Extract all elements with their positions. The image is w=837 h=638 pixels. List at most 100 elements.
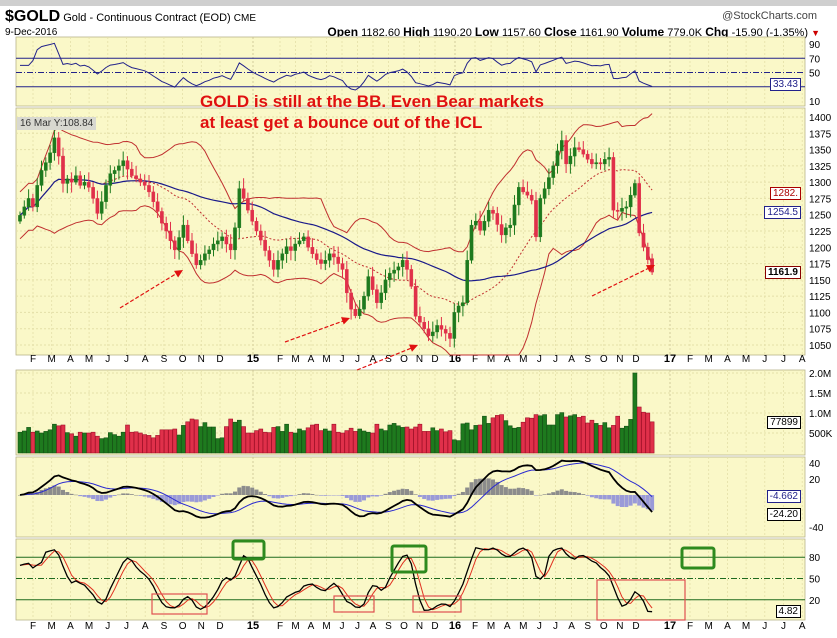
macd-histogram-bar <box>280 495 285 498</box>
x-tick-label: J <box>537 621 542 632</box>
macd-histogram-bar <box>340 495 345 496</box>
candle-body <box>620 207 624 212</box>
oversold-highlight-box <box>596 579 686 621</box>
macd-histogram-bar <box>439 495 444 500</box>
close-label: Close <box>543 25 577 39</box>
candle <box>155 193 160 218</box>
volume-bar <box>477 424 483 454</box>
candle <box>517 182 521 216</box>
candle <box>491 206 495 220</box>
candle-body <box>495 213 500 225</box>
macd-histogram-bar <box>207 495 212 499</box>
candle <box>104 179 108 209</box>
volume-bar <box>215 438 221 454</box>
overbought-highlight-box <box>231 539 266 561</box>
macd-histogram-bar <box>542 494 547 495</box>
macd-histogram-bar <box>405 489 409 495</box>
price-tick-label: 1200 <box>809 243 832 254</box>
candle-body <box>478 221 482 231</box>
down-triangle-icon: ▼ <box>811 28 820 38</box>
candle <box>542 182 547 205</box>
macd-histogram-bar <box>632 495 637 504</box>
candle-body <box>482 221 487 231</box>
candle <box>52 127 57 161</box>
macd-histogram-bar <box>190 495 194 502</box>
price-tick-label: 1350 <box>809 146 832 157</box>
macd-histogram-bar <box>310 494 315 495</box>
volume-bar <box>499 414 504 454</box>
candle-body <box>233 227 237 251</box>
volume-bar <box>318 430 324 454</box>
macd-histogram-bar <box>370 495 375 497</box>
volume-bar <box>219 437 225 454</box>
x-tick-label: 15 <box>247 620 259 632</box>
macd-histogram-bar <box>116 494 121 496</box>
x-tick-label: M <box>291 354 299 365</box>
volume-bar <box>189 418 195 454</box>
x-tick-label: O <box>179 621 187 632</box>
open-label: Open <box>327 25 359 39</box>
candle-body <box>215 240 220 245</box>
candle <box>357 300 362 319</box>
candle-body <box>615 209 620 212</box>
annotation-line-2: at least get a bounce out of the ICL <box>200 113 483 132</box>
oversold-highlight-box <box>412 595 462 613</box>
last-price-tag: 1161.9 <box>764 266 801 279</box>
candle-body <box>538 198 543 238</box>
x-tick-label: N <box>616 354 623 365</box>
macd-histogram-bar <box>607 495 612 500</box>
x-tick-label: J <box>340 621 345 632</box>
macd-histogram-bar <box>559 489 564 495</box>
candle-body <box>177 237 181 251</box>
volume-bar <box>43 431 49 454</box>
macd-histogram-bar <box>78 495 83 497</box>
macd-histogram-bar <box>237 487 242 495</box>
candle-body <box>542 188 547 199</box>
volume-bar <box>464 422 470 454</box>
macd-histogram-bar <box>104 495 108 500</box>
volume-bar <box>576 417 582 454</box>
volume-bar <box>335 431 341 454</box>
volume-bar <box>224 426 229 454</box>
candle-body <box>396 266 401 271</box>
x-tick-label: A <box>370 354 377 365</box>
volume-bar <box>271 427 277 454</box>
volume-bar <box>232 421 238 454</box>
price-tick-label: 1325 <box>809 162 832 173</box>
x-tick-label: F <box>30 354 36 365</box>
x-tick-label: A <box>799 354 806 365</box>
candle-body <box>646 247 650 260</box>
volume-bar <box>383 430 388 454</box>
macd-histogram-bar <box>151 495 156 499</box>
x-tick-label: M <box>519 621 527 632</box>
candle <box>495 206 500 232</box>
macd-histogram-bar <box>628 495 633 506</box>
candle-body <box>65 178 70 184</box>
candle <box>590 152 594 169</box>
macd-histogram-bar <box>400 488 405 495</box>
candle <box>568 148 573 174</box>
candle <box>263 230 267 257</box>
candle <box>327 248 332 268</box>
window-chrome <box>0 0 837 6</box>
rsi-tick-label: 10 <box>809 97 821 108</box>
macd-histogram-bar <box>65 492 70 495</box>
macd-tick-label: 20 <box>809 475 821 486</box>
volume-bar <box>314 423 320 454</box>
volume-bar <box>279 431 285 454</box>
candle <box>224 229 229 253</box>
sma-line <box>19 178 653 282</box>
x-tick-label: A <box>504 354 511 365</box>
volume-bar <box>69 433 74 454</box>
volume-bar <box>555 414 560 454</box>
candle <box>129 161 134 179</box>
candle <box>336 246 341 273</box>
candle-body <box>280 253 285 261</box>
candle <box>134 165 138 183</box>
macd-histogram-bar <box>503 487 508 495</box>
candle <box>452 303 457 348</box>
x-tick-label: M <box>291 621 299 632</box>
x-tick-label: M <box>705 621 713 632</box>
macd-histogram-bar <box>624 495 629 508</box>
